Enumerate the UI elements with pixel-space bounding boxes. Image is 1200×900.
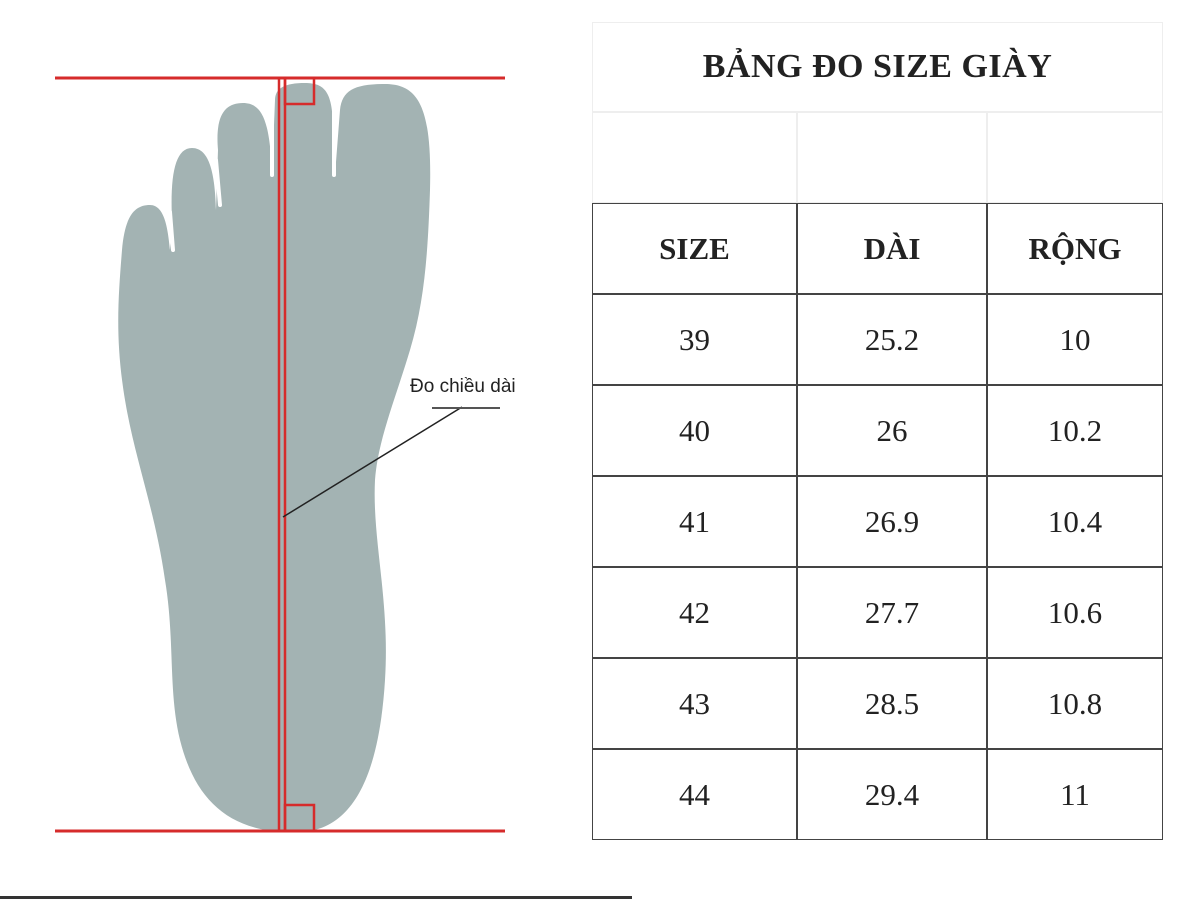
table-cell: 42 [592,567,797,658]
column-header: RỘNG [987,203,1163,294]
table-cell: 11 [987,749,1163,840]
foot-silhouette [118,83,431,833]
measure-lines [55,76,505,833]
table-cell: 26.9 [797,476,987,567]
table-cell: 39 [592,294,797,385]
column-header: DÀI [797,203,987,294]
table-cell: 28.5 [797,658,987,749]
table-cell: 41 [592,476,797,567]
table-cell: 25.2 [797,294,987,385]
table-cell: 10.8 [987,658,1163,749]
size-table: BẢNG ĐO SIZE GIÀY SIZE DÀI RỘNG 39 25.2 10 40 26… [592,22,1163,840]
table-cell: 29.4 [797,749,987,840]
empty-cell [592,112,797,203]
column-header: SIZE [592,203,797,294]
right-angle-top [283,76,316,106]
toe-gaps [168,98,336,252]
table-cell: 27.7 [797,567,987,658]
table-title: BẢNG ĐO SIZE GIÀY [592,22,1163,112]
measure-length-label: Đo chiều dài [410,376,516,397]
table-cell: 40 [592,385,797,476]
leader-line [282,406,463,518]
table-cell: 44 [592,749,797,840]
right-angle-bottom [283,803,316,833]
table-cell: 10.2 [987,385,1163,476]
table-cell: 10.4 [987,476,1163,567]
table-cell: 10 [987,294,1163,385]
empty-cell [797,112,987,203]
table-cell: 26 [797,385,987,476]
table-cell: 43 [592,658,797,749]
foot-diagram [55,76,505,833]
divider [0,896,632,899]
table-cell: 10.6 [987,567,1163,658]
empty-cell [987,112,1163,203]
